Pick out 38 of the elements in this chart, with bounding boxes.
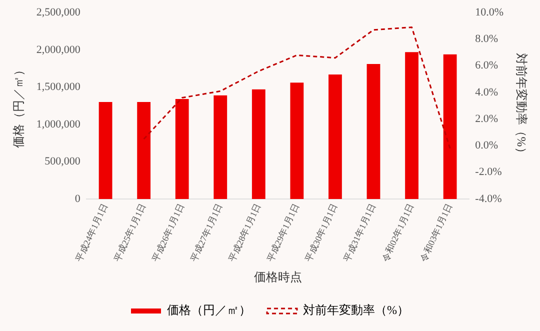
bar <box>252 89 266 199</box>
y2-axis-title: 対前年変動率（%） <box>514 52 529 159</box>
y2-tick-label: -2.0% <box>475 166 502 178</box>
y-axis-title: 価格（円／㎡） <box>11 64 26 148</box>
x-tick-label: 平成30年1月1日 <box>303 202 340 264</box>
x-axis-title: 価格時点 <box>254 270 302 284</box>
x-tick-label: 平成31年1月1日 <box>342 202 378 264</box>
x-tick-label: 平成28年1月1日 <box>226 202 263 264</box>
bar <box>328 74 342 199</box>
line-series <box>143 26 451 150</box>
y2-tick-label: 8.0% <box>475 33 498 46</box>
bar <box>405 52 418 199</box>
bar <box>290 82 304 199</box>
bar <box>175 99 189 199</box>
x-tick-label: 平成29年1月1日 <box>265 202 301 264</box>
y2-tick-label: 10.0% <box>475 6 504 18</box>
bar <box>366 64 380 199</box>
y2-tick-label: -4.0% <box>475 192 502 205</box>
x-tick-label: 平成25年1月1日 <box>112 202 148 264</box>
y2-tick-label: 2.0% <box>475 112 498 125</box>
x-tick-label: 令和03年1月1日 <box>418 202 454 264</box>
bar <box>214 95 228 199</box>
x-tick-label: 平成26年1月1日 <box>150 202 186 264</box>
x-tick-label: 令和02年1月1日 <box>380 202 416 264</box>
y2-tick-label: 6.0% <box>475 60 498 72</box>
y-tick-label: 1,500,000 <box>36 81 81 94</box>
bar <box>98 102 112 199</box>
legend-label: 価格（円／㎡） <box>167 303 251 318</box>
y2-tick-label: 0.0% <box>475 140 498 152</box>
y-tick-label: 2,500,000 <box>36 6 81 18</box>
y-tick-label: 2,000,000 <box>36 44 81 56</box>
bar <box>443 54 457 199</box>
bar <box>137 102 151 199</box>
y-tick-label: 1,000,000 <box>36 118 81 130</box>
x-tick-label: 平成27年1月1日 <box>188 202 224 264</box>
y-tick-label: 500,000 <box>44 156 81 168</box>
legend-label: 対前年変動率（%） <box>303 303 409 318</box>
y2-tick-label: 4.0% <box>475 86 498 98</box>
